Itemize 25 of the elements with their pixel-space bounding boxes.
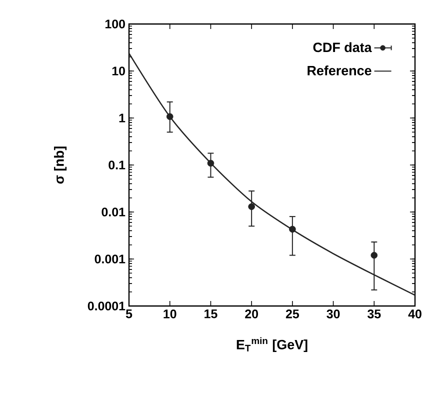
y-tick-label: 0.001 xyxy=(94,254,126,264)
legend-label: Reference xyxy=(308,65,372,76)
x-tick-label: 10 xyxy=(164,310,176,318)
y-axis-title: σ [nb] xyxy=(54,146,67,184)
y-tick-label: 100 xyxy=(105,20,125,28)
y-tick-label: 1 xyxy=(119,114,126,122)
point xyxy=(248,203,255,210)
y-tick-label: 10 xyxy=(112,66,125,76)
y-tick-label: 0.1 xyxy=(108,160,126,170)
x-tick-label: 30 xyxy=(326,310,340,318)
point xyxy=(166,113,174,120)
y-tick-label: 0.0001 xyxy=(88,302,126,310)
point xyxy=(289,226,296,233)
x-tick-label: 15 xyxy=(204,310,218,318)
y-tick-label: 0.01 xyxy=(102,208,126,216)
legend-label: CDF data xyxy=(313,42,372,52)
x-tick-label: 25 xyxy=(286,310,300,318)
x-tick-label: 20 xyxy=(245,310,258,318)
line-series xyxy=(129,52,416,296)
x-tick-label: 5 xyxy=(126,310,132,318)
x-tick-label: 40 xyxy=(408,310,422,318)
point xyxy=(370,252,378,259)
x-axis-title: E$_{T}$$^{min}$ [GeV] xyxy=(236,337,308,352)
point xyxy=(207,160,214,167)
x-tick-label: 35 xyxy=(368,310,381,318)
